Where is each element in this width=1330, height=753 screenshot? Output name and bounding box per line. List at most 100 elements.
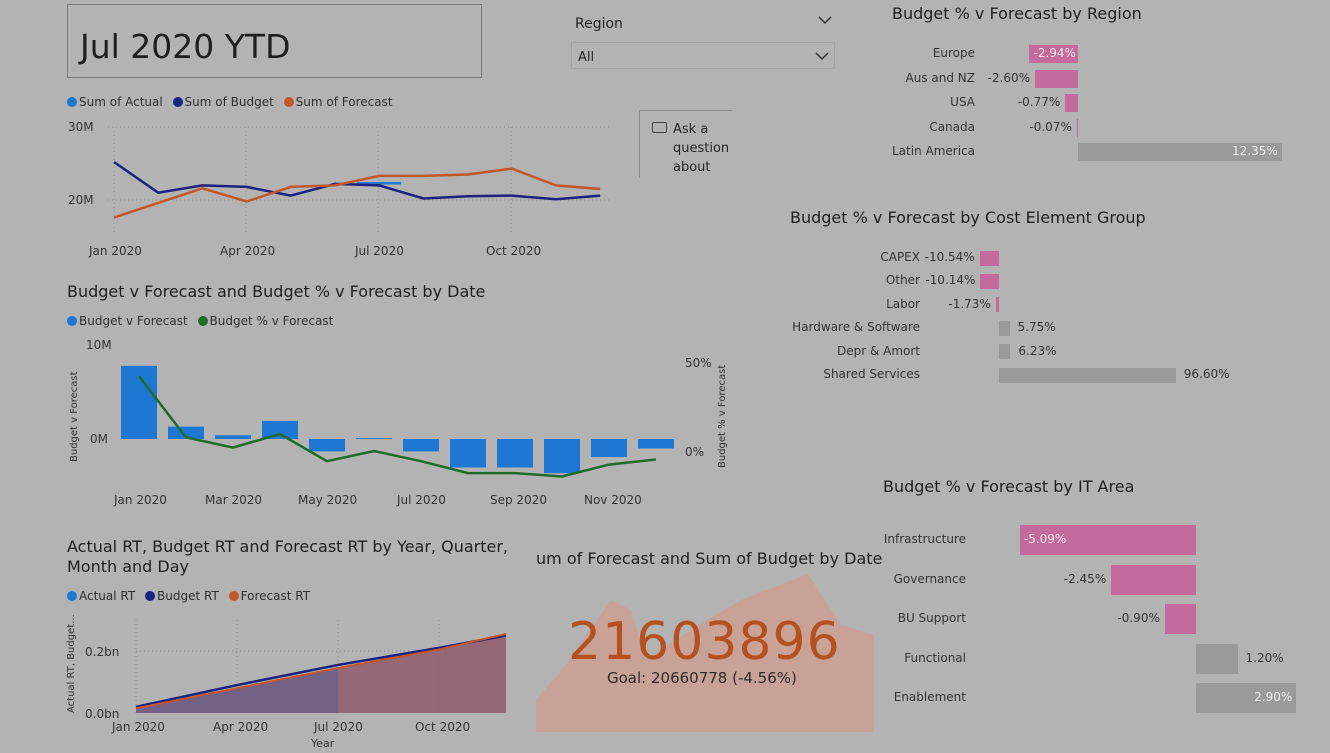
bvf-pct-line[interactable] [138,375,657,478]
bvf-bar[interactable] [168,426,204,439]
bar[interactable] [1196,643,1238,674]
bar[interactable] [999,344,1011,360]
bar[interactable] [1076,118,1078,137]
bar[interactable] [1035,69,1078,88]
bvf-chart-legend: Budget v Forecast Budget % v Forecast [67,314,339,328]
bvf-bar[interactable] [450,439,486,468]
x-tick-jul: Jul 2020 [313,720,363,734]
bar-value-label: -0.90% [1117,611,1160,625]
bar[interactable] [1029,45,1078,63]
bvf-bar[interactable] [638,439,674,449]
y-left-tick-10m: 10M [86,338,112,352]
bar[interactable] [1164,604,1196,634]
bar-value-label: -10.14% [925,273,976,288]
legend-forecast-rt: Forecast RT [240,589,311,603]
y-tick-0-2bn: 0.2bn [85,645,119,659]
bar-category-label: USA [950,95,975,109]
legend-dot-actual [67,97,77,107]
legend-budget: Sum of Budget [184,95,274,109]
legend-dot-budget [172,97,183,107]
legend-budget-rt: Budget RT [157,589,219,603]
series-line-1[interactable] [113,160,601,201]
title-card-text: Jul 2020 YTD [80,27,291,66]
bar[interactable] [1019,525,1196,555]
legend-dot-forecast [283,97,294,107]
x-tick-oct: Oct 2020 [486,244,541,258]
qa-line-2: question [673,141,730,156]
ask-question-button[interactable]: Ask a question about [639,110,732,178]
legend-dot-forecast-rt [228,591,239,601]
bar-category-label: Canada [929,119,975,134]
bvf-bar[interactable] [544,439,580,474]
x-tick-may: May 2020 [298,493,357,507]
series-line-2[interactable] [113,167,601,219]
bar-category-label: Infrastructure [883,532,966,546]
bar-value-label: 96.60% [1183,367,1230,381]
legend-actual: Sum of Actual [79,95,163,109]
sum-line-chart: 30M 20M Jan 2020 Apr 2020 Jul 2020 Oct 2… [68,120,610,258]
x-tick-mar: Mar 2020 [205,493,262,507]
actual-rt-area[interactable] [136,668,338,713]
bar-value-label: -2.94% [1033,46,1076,60]
bar-value-label: 6.23% [1018,343,1057,358]
bar-value-label: -10.54% [924,250,975,264]
x-tick-jul: Jul 2020 [396,493,446,507]
title-card: Jul 2020 YTD [67,4,482,78]
y-right-tick-0: 0% [685,445,704,459]
bar-value-label: 1.20% [1245,650,1284,665]
bar-value-label: -2.60% [987,70,1031,85]
kpi-goal: Goal: 20660778 (-4.56%) [607,669,797,687]
x-label: Year [310,737,335,750]
kpi-value: 21603896 [568,612,841,672]
forecast-rt-line[interactable] [135,632,507,710]
bar-value-label: -5.09% [1023,532,1067,546]
bar-category-label: Aus and NZ [905,70,975,85]
bar-category-label: Labor [886,296,920,311]
bar-value-label: -2.45% [1063,571,1107,586]
y-right-label: Budget % v Forecast [717,365,728,468]
bar-value-label: 5.75% [1017,320,1056,335]
bar-category-label: Functional [904,650,966,665]
legend-actual-rt: Actual RT [79,589,136,603]
region-bars-title: Budget % v Forecast by Region [892,4,1142,23]
bar[interactable] [1065,94,1078,112]
bar[interactable] [995,297,999,313]
bar[interactable] [999,320,1010,336]
chevron-down-icon [815,52,829,61]
x-tick-apr: Apr 2020 [220,244,275,258]
bvf-bar[interactable] [403,439,439,452]
y-tick-30m: 30M [68,120,94,134]
region-dropdown[interactable]: All [571,42,835,69]
x-tick-oct: Oct 2020 [415,720,470,734]
bvf-bar[interactable] [262,420,298,439]
bvf-chart-title: Budget v Forecast and Budget % v Forecas… [67,282,486,301]
x-tick-sep: Sep 2020 [490,493,547,507]
bvf-bar[interactable] [309,439,345,452]
rt-chart-title-2: Month and Day [67,557,190,576]
bar[interactable] [1078,143,1282,161]
it-bars-title: Budget % v Forecast by IT Area [883,477,1135,496]
bar-category-label: BU Support [897,611,966,625]
speech-bubble-icon [652,122,667,133]
qa-line-1: Ask a [673,122,709,137]
legend-dot-budget-rt [145,591,156,601]
bvf-bar[interactable] [215,435,251,439]
x-tick-jan: Jan 2020 [113,493,167,507]
bar[interactable] [979,250,999,266]
bvf-bar[interactable] [591,439,627,458]
y-tick-0-0bn: 0.0bn [85,707,119,721]
y-right-tick-50: 50% [685,356,712,370]
bar[interactable] [1196,683,1297,713]
kpi-background-area [536,574,874,732]
bvf-bar[interactable] [356,438,392,440]
slicer-header-chevron-icon[interactable] [818,14,832,28]
bvf-bar[interactable] [497,439,533,468]
y-left-label: Budget v Forecast [69,371,80,462]
bar[interactable] [980,273,999,289]
bar-category-label: Depr & Amort [836,343,920,358]
legend-dot-actual-rt [67,591,77,601]
legend-dot-bvf [67,316,77,326]
bar[interactable] [999,367,1176,383]
bar[interactable] [1111,564,1196,595]
legend-bvf: Budget v Forecast [79,314,188,328]
